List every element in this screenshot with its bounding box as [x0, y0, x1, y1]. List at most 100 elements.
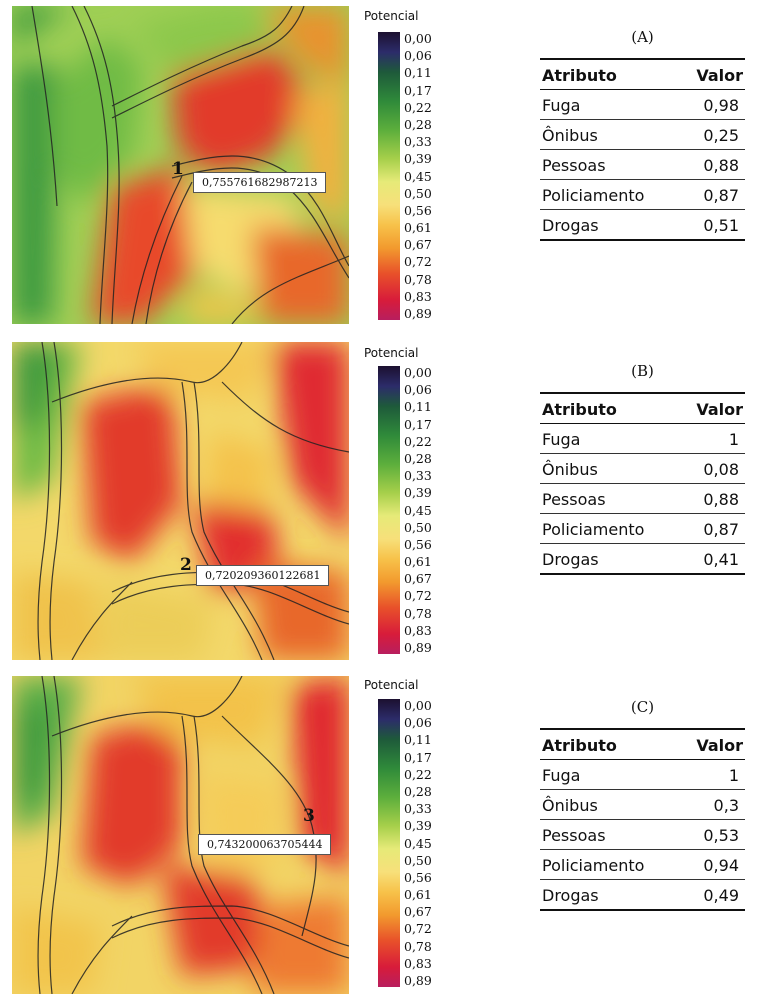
legend-tick-label: 0,89 — [404, 973, 432, 988]
legend-tick-labels-c: 0,00 0,06 0,11 0,17 0,22 0,28 0,33 0,39 0,45 0,50… — [404, 699, 444, 987]
attribute-table-a: Atributo Valor Fuga 0,98 Ônibus 0,25 Pessoas 0,… — [540, 58, 745, 241]
table-row: Fuga 1 — [540, 423, 745, 454]
legend-tick-label: 0,22 — [404, 433, 432, 449]
panel-c: 3 0,743200063705444 Potencial 0,00 0,06 0,… — [0, 670, 758, 1000]
legend-tick-label: 0,00 — [404, 698, 432, 713]
attribute-name: Drogas — [540, 879, 679, 911]
heatmap-a — [12, 6, 349, 324]
point-value-c: 0,743200063705444 — [198, 834, 332, 855]
panel-b: 2 0,720209360122681 Potencial 0,00 0,06 0,… — [0, 336, 758, 666]
panel-a: 1 0,755761682987213 Potencial 0,00 0,06 0,… — [0, 0, 758, 330]
table-row: Policiamento 0,94 — [540, 849, 745, 880]
legend-tick-label: 0,28 — [404, 783, 432, 799]
legend-tick-label: 0,61 — [404, 554, 432, 570]
attribute-name: Drogas — [540, 543, 679, 575]
legend-tick-label: 0,67 — [404, 904, 432, 920]
attribute-name: Pessoas — [540, 149, 679, 180]
legend-colorbar-b — [378, 366, 400, 654]
legend-tick-label: 0,45 — [404, 168, 432, 184]
legend-title-c: Potencial — [364, 678, 419, 692]
legend-tick-label: 0,50 — [404, 519, 432, 535]
legend-tick-label: 0,06 — [404, 382, 432, 398]
table-row: Policiamento 0,87 — [540, 179, 745, 210]
table-row: Ônibus 0,3 — [540, 789, 745, 820]
attribute-name: Fuga — [540, 759, 679, 790]
table-row: Drogas 0,41 — [540, 543, 745, 575]
legend-tick-label: 0,00 — [404, 365, 432, 380]
legend-tick-label: 0,50 — [404, 852, 432, 868]
legend-tick-label: 0,17 — [404, 416, 432, 432]
legend-tick-label: 0,17 — [404, 749, 432, 765]
legend-tick-label: 0,11 — [404, 399, 432, 415]
legend-tick-label: 0,89 — [404, 640, 432, 655]
header-atributo: Atributo — [540, 728, 679, 760]
header-valor: Valor — [678, 392, 745, 424]
legend-tick-label: 0,72 — [404, 254, 432, 270]
table-row: Pessoas 0,88 — [540, 149, 745, 180]
point-marker-b: 2 — [180, 555, 192, 575]
legend-tick-label: 0,39 — [404, 485, 432, 501]
attribute-table-c: Atributo Valor Fuga 1 Ônibus 0,3 Pessoas 0,53 Po… — [540, 728, 745, 911]
attribute-value: 0,87 — [678, 179, 745, 210]
attribute-value: 0,88 — [678, 483, 745, 514]
attribute-value: 0,51 — [678, 209, 745, 241]
legend-tick-label: 0,00 — [404, 31, 432, 46]
header-atributo: Atributo — [540, 392, 679, 424]
table-label-b: (B) — [631, 362, 654, 380]
legend-tick-label: 0,78 — [404, 271, 432, 287]
attribute-name: Ônibus — [540, 453, 679, 484]
legend-tick-label: 0,22 — [404, 766, 432, 782]
legend-tick-label: 0,39 — [404, 818, 432, 834]
legend-tick-label: 0,61 — [404, 887, 432, 903]
attribute-name: Policiamento — [540, 513, 679, 544]
attribute-name: Policiamento — [540, 849, 679, 880]
legend-tick-label: 0,83 — [404, 955, 432, 971]
table-row: Pessoas 0,88 — [540, 483, 745, 514]
legend-tick-label: 0,72 — [404, 588, 432, 604]
attribute-value: 0,87 — [678, 513, 745, 544]
attribute-value: 0,49 — [678, 879, 745, 911]
legend-tick-label: 0,45 — [404, 835, 432, 851]
legend-tick-label: 0,06 — [404, 48, 432, 64]
point-marker-a: 1 — [172, 159, 184, 179]
table-row: Ônibus 0,25 — [540, 119, 745, 150]
table-row: Policiamento 0,87 — [540, 513, 745, 544]
attribute-table-b: Atributo Valor Fuga 1 Ônibus 0,08 Pessoas 0,88 P… — [540, 392, 745, 575]
legend-tick-labels-b: 0,00 0,06 0,11 0,17 0,22 0,28 0,33 0,39 0,45 0,50… — [404, 366, 444, 654]
attribute-value: 0,3 — [678, 789, 745, 820]
legend-tick-label: 0,11 — [404, 65, 432, 81]
legend-colorbar-a — [378, 32, 400, 320]
legend-title-a: Potencial — [364, 9, 419, 23]
table-label-c: (C) — [630, 698, 655, 716]
legend-colorbar-c — [378, 699, 400, 987]
legend-tick-label: 0,83 — [404, 288, 432, 304]
heatmap-b — [12, 342, 349, 660]
attribute-name: Pessoas — [540, 819, 679, 850]
legend-tick-label: 0,56 — [404, 202, 432, 218]
legend-tick-label: 0,33 — [404, 468, 432, 484]
legend-tick-label: 0,61 — [404, 220, 432, 236]
attribute-value: 0,41 — [678, 543, 745, 575]
table-row: Fuga 1 — [540, 759, 745, 790]
attribute-name: Fuga — [540, 89, 679, 120]
point-marker-c: 3 — [303, 806, 315, 826]
table-header-row: Atributo Valor — [540, 58, 745, 90]
attribute-value: 1 — [678, 759, 745, 790]
attribute-name: Pessoas — [540, 483, 679, 514]
table-row: Fuga 0,98 — [540, 89, 745, 120]
legend-tick-label: 0,28 — [404, 116, 432, 132]
legend-tick-label: 0,50 — [404, 185, 432, 201]
header-valor: Valor — [678, 728, 745, 760]
legend-tick-label: 0,33 — [404, 134, 432, 150]
point-value-b: 0,720209360122681 — [196, 565, 330, 586]
table-row: Pessoas 0,53 — [540, 819, 745, 850]
header-atributo: Atributo — [540, 58, 679, 90]
legend-tick-label: 0,22 — [404, 99, 432, 115]
attribute-name: Ônibus — [540, 119, 679, 150]
attribute-value: 0,08 — [678, 453, 745, 484]
legend-tick-label: 0,67 — [404, 571, 432, 587]
attribute-name: Drogas — [540, 209, 679, 241]
legend-tick-label: 0,56 — [404, 536, 432, 552]
legend-tick-label: 0,17 — [404, 82, 432, 98]
legend-tick-label: 0,56 — [404, 869, 432, 885]
